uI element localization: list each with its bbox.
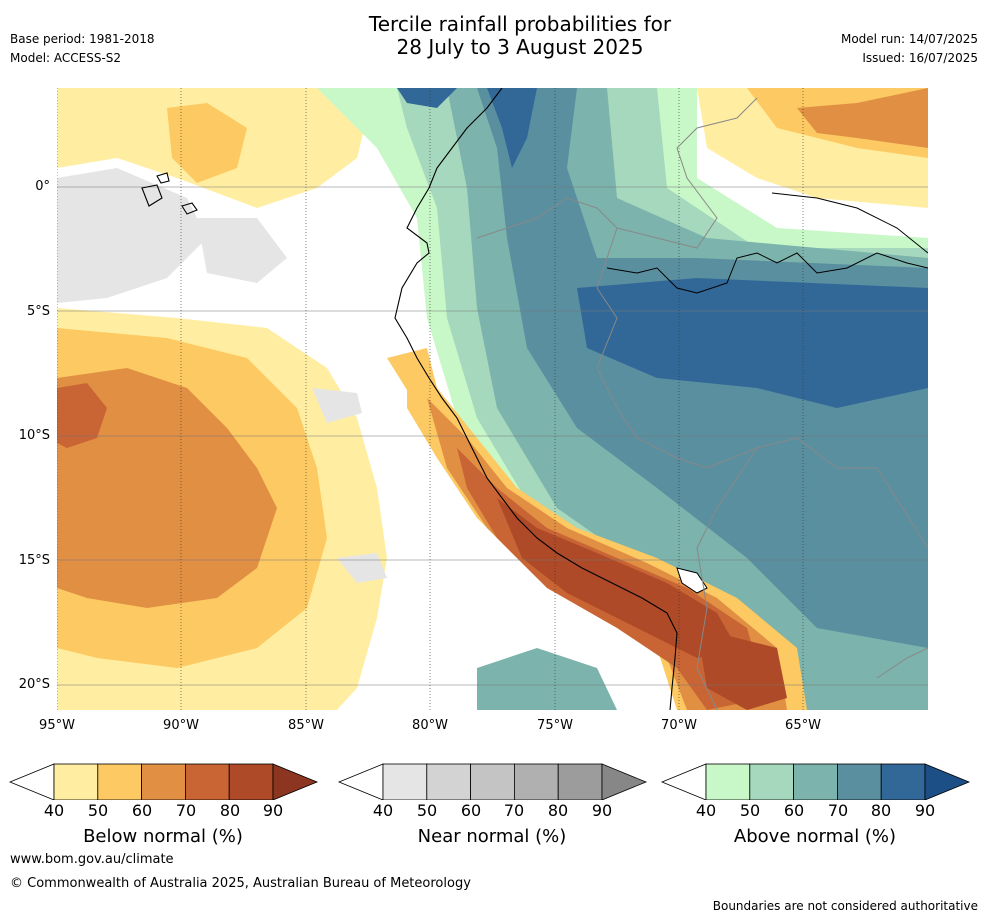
website-link[interactable]: www.bom.gov.au/climate [10,852,174,867]
cb2-tick-80: 80 [870,801,892,820]
cb2-tick-40: 40 [695,801,717,820]
lat-label-15s: 15°S [18,553,50,568]
cb0-tick-60: 60 [131,801,153,820]
below-normal-andes [407,88,928,710]
colorbar-title-near: Near normal (%) [417,826,567,847]
colorbar-1-segment-0 [382,763,428,800]
lon-label-90w: 90°W [163,718,199,733]
colorbar-title-below: Below normal (%) [83,826,243,847]
colorbar-1-segment-4 [557,763,603,800]
galapagos-islands [141,172,198,215]
lat-label-5s: 5°S [26,304,50,319]
lat-label-20s: 20°S [18,677,50,692]
amazon-river [606,252,928,294]
colorbar-2-low-arrow [660,763,707,800]
colorbar-2-segment-2 [793,763,838,800]
title-line-2: 28 July to 3 August 2025 [396,35,644,59]
lat-label-10s: 10°S [18,428,50,443]
colorbar-2-high-arrow [924,763,971,800]
colorbar-above-normal [660,763,971,800]
above-normal-region [317,88,928,710]
northern-river [771,192,928,254]
cb0-tick-50: 50 [87,801,109,820]
colorbar-1-low-arrow [337,763,384,800]
cb2-tick-90: 90 [914,801,936,820]
colorbar-1-segment-2 [470,763,515,800]
colorbars [8,763,971,800]
colorbar-2-segment-3 [837,763,882,800]
lon-label-65w: 65°W [785,718,821,733]
colorbar-0-segment-3 [184,763,230,800]
lon-label-80w: 80°W [412,718,448,733]
colorbar-0-segment-0 [53,763,99,800]
model-name: Model: ACCESS-S2 [10,51,122,65]
colorbar-2-segment-4 [880,763,926,800]
cb0-tick-80: 80 [219,801,241,820]
title-line-1: Tercile rainfall probabilities for [368,12,672,36]
lon-label-70w: 70°W [661,718,697,733]
copyright: © Commonwealth of Australia 2025, Austra… [10,876,471,891]
cb0-tick-90: 90 [262,801,284,820]
colorbar-2-segment-0 [705,763,751,800]
lat-label-0: 0° [35,179,50,194]
cb1-tick-50: 50 [416,801,438,820]
lat-grid [57,186,928,686]
lon-label-75w: 75°W [537,718,573,733]
cb2-tick-70: 70 [827,801,849,820]
colorbar-1-segment-1 [426,763,471,800]
colorbar-tick-labels: 40 50 60 70 80 90 40 50 60 70 80 90 40 5… [0,801,988,823]
cb2-tick-60: 60 [783,801,805,820]
lake-titicaca [676,567,708,594]
cb0-tick-70: 70 [175,801,197,820]
model-run: Model run: 14/07/2025 [840,32,978,46]
colorbar-0-segment-1 [97,763,143,800]
colorbar-0-segment-2 [141,763,186,800]
lon-label-95w: 95°W [39,718,75,733]
cb1-tick-60: 60 [460,801,482,820]
colorbar-2-segment-1 [749,763,794,800]
colorbar-below-normal [8,763,319,800]
issued-date: Issued: 16/07/2025 [862,51,978,65]
cb1-tick-80: 80 [547,801,569,820]
colorbar-0-low-arrow [8,763,55,800]
colorbar-near-normal [337,763,648,800]
cb1-tick-90: 90 [591,801,613,820]
lon-label-85w: 85°W [288,718,324,733]
disclaimer: Boundaries are not considered authoritat… [712,899,978,913]
cb2-tick-50: 50 [739,801,761,820]
colorbar-title-above: Above normal (%) [733,826,897,847]
colorbar-0-segment-4 [228,763,274,800]
coastline [394,88,678,710]
cb1-tick-40: 40 [372,801,394,820]
cb1-tick-70: 70 [503,801,525,820]
colorbar-1-high-arrow [601,763,648,800]
country-borders [476,97,928,710]
map-title: Tercile rainfall probabilities for 28 Ju… [0,13,988,59]
rainfall-probability-map [57,88,928,710]
cb0-tick-40: 40 [43,801,65,820]
base-period: Base period: 1981-2018 [10,32,155,46]
colorbar-1-segment-3 [514,763,559,800]
below-normal-pacific [57,88,437,710]
colorbar-0-high-arrow [272,763,319,800]
